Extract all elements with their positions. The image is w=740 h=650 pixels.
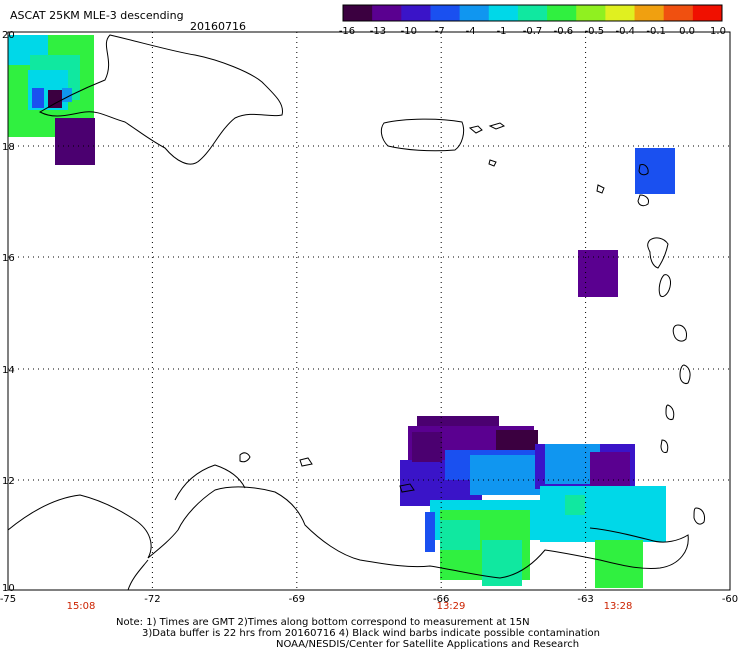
product-title: ASCAT 25KM MLE-3 descending <box>10 9 184 22</box>
color-swatch <box>430 5 461 21</box>
longitude-label: -69 <box>289 594 305 605</box>
pass-time-label: 13:28 <box>604 601 633 612</box>
latitude-label: 10 <box>2 583 15 594</box>
pass-time-label: 13:29 <box>437 601 466 612</box>
color-swatch <box>576 5 606 21</box>
product-date: 20160716 <box>190 20 246 33</box>
latitude-label: 14 <box>2 365 15 376</box>
color-swatch <box>343 5 373 21</box>
longitude-label: -75 <box>0 594 16 605</box>
color-swatch <box>459 5 490 21</box>
plot-frame <box>7 31 731 591</box>
color-swatch <box>547 5 577 21</box>
latitude-label: 18 <box>2 142 15 153</box>
color-swatch <box>372 5 402 21</box>
pass-time-label: 15:08 <box>67 601 96 612</box>
color-swatch <box>401 5 431 21</box>
longitude-label: -60 <box>722 594 738 605</box>
color-swatch <box>517 5 548 21</box>
note-line-1: Note: 1) Times are GMT 2)Times along bot… <box>116 617 530 628</box>
longitude-label: -72 <box>144 594 160 605</box>
note-line-3: NOAA/NESDIS/Center for Satellite Applica… <box>276 639 580 650</box>
latitude-label: 20 <box>2 30 15 41</box>
longitude-label: -63 <box>577 594 593 605</box>
color-swatch <box>605 5 636 21</box>
color-scale-frame <box>342 4 723 22</box>
latitude-label: 12 <box>2 476 15 487</box>
note-line-2: 3)Data buffer is 22 hrs from 20160716 4)… <box>142 628 600 639</box>
color-swatch <box>663 5 694 21</box>
color-swatch <box>488 5 519 21</box>
longitude-label: -66 <box>433 594 449 605</box>
color-swatch <box>634 5 665 21</box>
latitude-label: 16 <box>2 253 15 264</box>
color-swatch <box>692 5 723 21</box>
